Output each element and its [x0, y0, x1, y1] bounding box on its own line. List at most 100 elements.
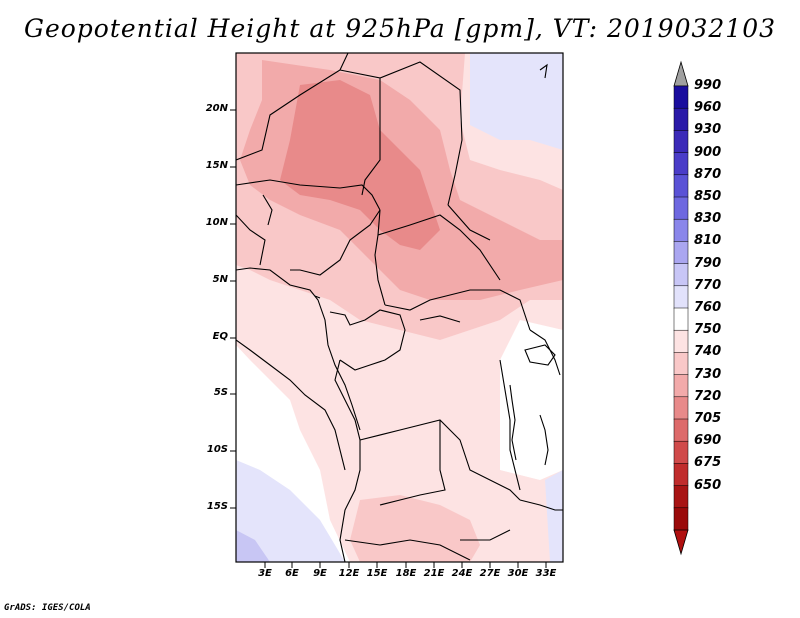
colorbar-segment [673, 307, 689, 331]
border-line [374, 209, 386, 306]
lon-label: 30E [507, 568, 529, 579]
border-line [519, 499, 563, 511]
colorbar-label: 740 [694, 344, 722, 360]
lake-outline [539, 63, 548, 79]
colorbar-label: 675 [694, 455, 722, 471]
colorbar-segment [673, 218, 689, 242]
border-line [344, 539, 471, 561]
lat-ticks [230, 109, 236, 509]
border-line [236, 53, 349, 161]
border-line [236, 214, 266, 266]
field-contour-770 [470, 53, 563, 150]
grads-credit: GrADS: IGES/COLA [4, 603, 91, 613]
lake-outline [524, 344, 556, 366]
colorbar-top-arrow [673, 60, 689, 87]
lat-label: EQ [212, 331, 228, 342]
lon-label: 27E [479, 568, 501, 579]
chart-title: Geopotential Height at 925hPa [gpm], VT:… [23, 14, 777, 43]
colorbar-segment [673, 174, 689, 198]
border-line [236, 339, 346, 471]
border-line [460, 529, 511, 541]
map-frame [235, 52, 564, 563]
lon-label: 24E [451, 568, 473, 579]
lat-label: 10N [205, 217, 228, 228]
lon-label: 12E [338, 568, 360, 579]
lon-label: 15E [366, 568, 388, 579]
colorbar-label: 990 [694, 78, 722, 93]
coastline [236, 267, 361, 431]
lat-label: 15N [205, 160, 228, 171]
colorbar-label: 790 [694, 255, 722, 271]
border-line [379, 61, 463, 206]
colorbar-segment [673, 263, 689, 287]
colorbar-segment [673, 85, 689, 109]
colorbar-segment [673, 507, 689, 531]
colorbar-label: 900 [694, 144, 722, 160]
border-line [499, 359, 521, 491]
field-contour-770-south [236, 460, 345, 562]
colorbar-label: 650 [694, 477, 722, 493]
colorbar-label: 730 [694, 366, 722, 382]
colorbar-label: 760 [694, 300, 722, 315]
border-line [384, 289, 531, 331]
colorbar-label: 720 [694, 388, 722, 404]
colorbar-label: 690 [694, 433, 722, 449]
lat-label: 10S [206, 444, 228, 455]
colorbar-segment [673, 196, 689, 220]
colorbar-label: 750 [694, 322, 722, 338]
colorbar-segment [673, 396, 689, 420]
colorbar-label: 960 [694, 100, 722, 116]
colorbar-segment [673, 107, 689, 131]
lon-label: 18E [395, 568, 417, 579]
colorbar-label: 810 [694, 233, 722, 249]
field-contour-720 [280, 80, 440, 250]
colorbar-segment [673, 285, 689, 309]
lon-ticks [264, 562, 547, 568]
colorbar-segment [673, 440, 689, 464]
lat-label: 5N [212, 274, 228, 285]
country-borders [236, 53, 563, 562]
border-line [329, 309, 406, 371]
border-line [339, 69, 381, 196]
colorbar-segment [673, 152, 689, 176]
lat-label: 20N [205, 103, 228, 114]
colorbar-label: 930 [694, 122, 722, 138]
colorbar-segment [673, 130, 689, 154]
colorbar-label: 850 [694, 189, 722, 204]
lake-outline [509, 384, 517, 461]
lake-outline [419, 315, 461, 323]
colorbar-segment [673, 418, 689, 442]
colorbar-segment [673, 352, 689, 376]
lake-outline [314, 295, 321, 299]
border-line [377, 214, 501, 281]
field-contour-790 [236, 530, 270, 562]
lon-label: 3E [258, 568, 272, 579]
lat-label: 5S [213, 387, 228, 398]
lat-label: 15S [206, 501, 228, 512]
colorbar-label: 705 [694, 411, 722, 426]
border-line [379, 420, 446, 506]
border-line [290, 209, 381, 276]
border-line [447, 204, 491, 241]
colorbar-segment [673, 329, 689, 353]
colorbar-segment [673, 241, 689, 265]
field-contour-740-south [350, 495, 480, 562]
colorbar-segment [673, 374, 689, 398]
colorbar-label: 870 [694, 166, 722, 182]
lon-label: 33E [535, 568, 557, 579]
lake-outline [539, 414, 549, 466]
colorbar-bottom-arrow [673, 529, 689, 556]
colorbar-segment [673, 463, 689, 487]
border-line [334, 359, 361, 562]
lon-label: 21E [423, 568, 445, 579]
border-line [236, 179, 381, 211]
colorbar-segment [673, 485, 689, 509]
border-line [262, 194, 273, 226]
lon-label: 6E [285, 568, 299, 579]
border-line [359, 419, 521, 501]
colorbar-label: 830 [694, 211, 722, 227]
lon-label: 9E [313, 568, 327, 579]
colorbar-label: 770 [694, 277, 722, 293]
